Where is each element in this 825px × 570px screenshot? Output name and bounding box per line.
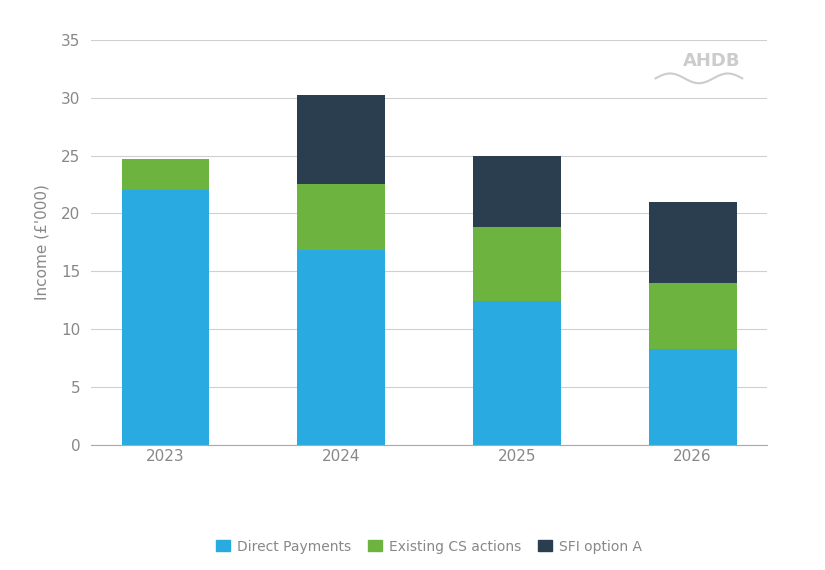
- Bar: [648, 202, 737, 283]
- Legend: Direct Payments, Existing CS actions, SFI option A: Direct Payments, Existing CS actions, SF…: [211, 534, 647, 559]
- Bar: [473, 227, 561, 301]
- Bar: [121, 159, 210, 190]
- Bar: [121, 190, 210, 445]
- Bar: [473, 301, 561, 445]
- Bar: [473, 156, 561, 227]
- Bar: [648, 349, 737, 445]
- Text: AHDB: AHDB: [683, 52, 740, 70]
- Y-axis label: Income (£'000): Income (£'000): [35, 184, 50, 300]
- Bar: [297, 95, 385, 185]
- Bar: [648, 283, 737, 349]
- Bar: [297, 185, 385, 250]
- Bar: [297, 250, 385, 445]
